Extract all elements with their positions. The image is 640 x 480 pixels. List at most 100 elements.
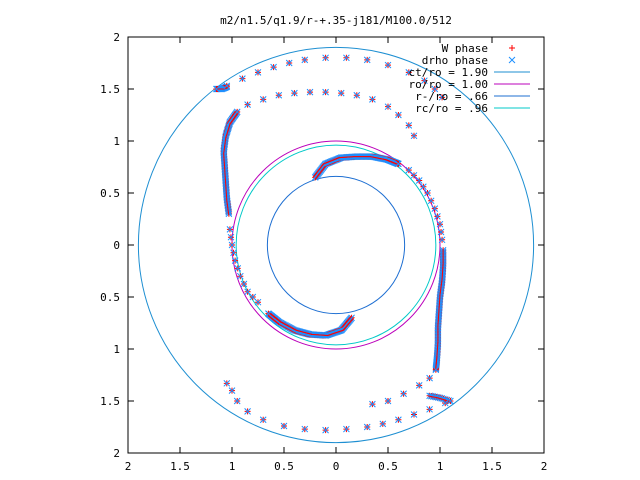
phase-point bbox=[233, 397, 241, 405]
phase-point bbox=[306, 88, 314, 96]
phase-point bbox=[353, 91, 361, 99]
phase-point bbox=[405, 69, 413, 76]
phase-point bbox=[410, 411, 418, 418]
legend-label: W phase bbox=[442, 42, 488, 55]
phase-point bbox=[424, 189, 431, 197]
reference-circle-2 bbox=[137, 46, 535, 444]
phase-point bbox=[379, 420, 387, 428]
x-tick-label: 1 bbox=[437, 460, 444, 473]
phase-point bbox=[226, 226, 234, 233]
phase-point bbox=[231, 257, 239, 264]
y-tick-label: 1.5 bbox=[100, 395, 120, 408]
phase-point bbox=[410, 171, 418, 179]
phase-point bbox=[438, 236, 446, 244]
phase-point bbox=[227, 233, 235, 241]
reference-circle-5 bbox=[235, 144, 437, 346]
y-tick-label: 2 bbox=[113, 31, 120, 44]
phase-point bbox=[239, 75, 246, 82]
phase-point bbox=[244, 101, 251, 108]
phase-point bbox=[337, 89, 345, 97]
phase-point bbox=[415, 382, 423, 389]
phase-point bbox=[427, 197, 435, 205]
legend-label: ct/ro = 1.90 bbox=[409, 66, 488, 79]
phase-point bbox=[240, 280, 248, 288]
y-tick-label: 0 bbox=[113, 239, 120, 252]
phase-point bbox=[441, 399, 449, 407]
phase-point bbox=[343, 425, 350, 433]
phase-point bbox=[280, 422, 288, 430]
legend-label: rc/ro = .96 bbox=[415, 102, 488, 115]
phase-point bbox=[254, 69, 262, 76]
x-tick-label: 1 bbox=[229, 460, 236, 473]
phase-point bbox=[431, 205, 439, 212]
legend-label: ro/ro = 1.00 bbox=[409, 78, 488, 91]
x-tick-label: 0.5 bbox=[274, 460, 294, 473]
phase-point bbox=[363, 56, 371, 64]
phase-point bbox=[228, 387, 236, 394]
phase-point bbox=[438, 93, 446, 101]
y-tick-label: 0.5 bbox=[100, 291, 120, 304]
x-tick-label: 0 bbox=[333, 460, 340, 473]
phase-point bbox=[343, 54, 350, 62]
phase-point bbox=[384, 61, 392, 69]
phase-point bbox=[400, 390, 407, 398]
phase-point bbox=[405, 166, 413, 174]
x-tick-label: 2 bbox=[541, 460, 548, 473]
phase-point bbox=[363, 423, 371, 431]
x-axis-ticks: 2 1.5 1 0.5 0 0.5 1 1.5 2 bbox=[125, 37, 548, 473]
phase-point bbox=[223, 379, 231, 387]
phase-point bbox=[301, 56, 309, 64]
phase-point bbox=[236, 272, 244, 280]
y-tick-label: 0.5 bbox=[100, 187, 120, 200]
phase-point bbox=[285, 59, 293, 67]
phase-points bbox=[213, 54, 454, 434]
phase-point bbox=[447, 397, 454, 405]
phase-point bbox=[254, 298, 262, 306]
x-tick-label: 1.5 bbox=[482, 460, 502, 473]
phase-point bbox=[384, 397, 392, 405]
y-tick-label: 1 bbox=[113, 343, 120, 356]
phase-point bbox=[270, 63, 277, 71]
x-tick-label: 0.5 bbox=[378, 460, 398, 473]
phase-point bbox=[437, 228, 445, 236]
phase-point bbox=[395, 111, 402, 119]
y-axis-ticks: 2 1.5 1 0.5 0 0.5 1 1.5 2 bbox=[100, 31, 544, 460]
phase-point bbox=[223, 82, 231, 90]
phase-point bbox=[259, 96, 267, 103]
phase-point bbox=[322, 88, 329, 96]
reference-circle-4 bbox=[266, 175, 406, 315]
phase-point bbox=[275, 91, 283, 99]
phase-point bbox=[432, 366, 440, 374]
phase-point bbox=[415, 177, 423, 184]
phase-point bbox=[426, 405, 433, 413]
legend-label: drho phase bbox=[422, 54, 488, 67]
phase-point bbox=[230, 249, 237, 257]
y-tick-label: 1 bbox=[113, 135, 120, 148]
phase-point bbox=[395, 416, 402, 424]
phase-point bbox=[291, 89, 298, 97]
phase-point bbox=[322, 54, 329, 62]
phase-point bbox=[410, 132, 418, 140]
phase-point bbox=[431, 85, 439, 93]
chart-title: m2/n1.5/q1.9/r-+.35-j181/M100.0/512 bbox=[220, 14, 452, 27]
reference-circles bbox=[137, 46, 535, 444]
phase-point bbox=[228, 241, 236, 249]
phase-point bbox=[420, 183, 427, 191]
y-tick-label: 2 bbox=[113, 447, 120, 460]
phase-point bbox=[234, 265, 242, 272]
phase-point bbox=[434, 213, 441, 220]
phase-point bbox=[369, 400, 376, 408]
phase-point bbox=[436, 220, 444, 228]
phase-point bbox=[395, 160, 402, 168]
phase-point bbox=[244, 408, 251, 415]
phase-point bbox=[301, 425, 309, 433]
phase-point bbox=[369, 96, 376, 103]
phase-point bbox=[249, 293, 257, 301]
phase-point bbox=[265, 310, 272, 317]
phase-point bbox=[384, 103, 392, 111]
legend-marker bbox=[508, 56, 516, 64]
phase-point bbox=[233, 108, 241, 116]
phase-point bbox=[244, 288, 251, 296]
